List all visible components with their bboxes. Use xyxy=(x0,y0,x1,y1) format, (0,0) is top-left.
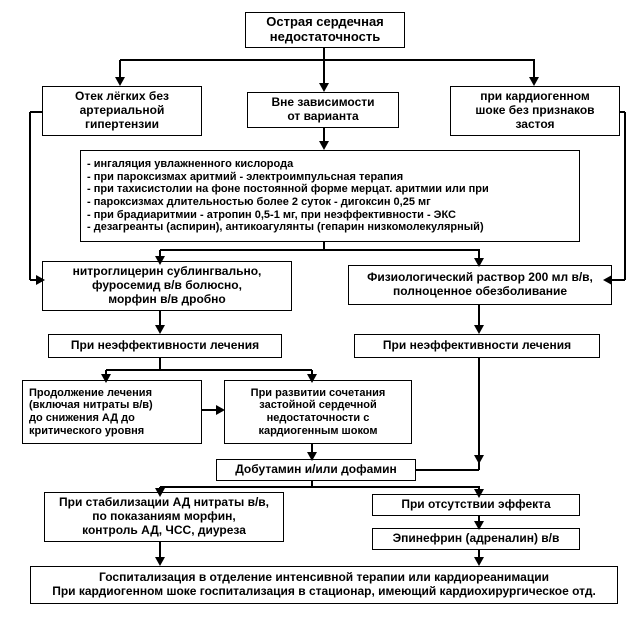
node-dobutamine: Добутамин и/или дофамин xyxy=(216,459,416,481)
node-line: по показаниям морфин, xyxy=(92,510,235,524)
node-line: от варианта xyxy=(287,110,358,124)
node-root: Острая сердечнаянедостаточность xyxy=(245,12,405,48)
node-line: шоке без признаков xyxy=(475,104,594,118)
node-line: Госпитализация в отделение интенсивной т… xyxy=(99,571,549,585)
node-line: При отсутствии эффекта xyxy=(401,498,550,512)
node-line: контроль АД, ЧСС, диуреза xyxy=(82,524,246,538)
node-line: (включая нитраты в/в) xyxy=(29,399,153,412)
node-line: нитроглицерин сублингвально, xyxy=(73,265,262,279)
node-continue_tx: Продолжение лечения(включая нитраты в/в)… xyxy=(22,380,202,444)
node-line: - пароксизмах длительностью более 2 суто… xyxy=(87,196,431,209)
node-line: морфин в/в дробно xyxy=(108,293,226,307)
node-line: застойной сердечной xyxy=(259,399,376,412)
node-epi: Эпинефрин (адреналин) в/в xyxy=(372,528,580,550)
node-line: При развитии сочетания xyxy=(251,387,386,400)
node-line: При стабилизации АД нитраты в/в, xyxy=(59,496,269,510)
node-line: критического уровня xyxy=(29,425,144,438)
node-line: - при брадиаритмии - атропин 0,5-1 мг, п… xyxy=(87,209,456,222)
node-line: артериальной xyxy=(80,104,165,118)
node-combo: При развитии сочетаниязастойной сердечно… xyxy=(224,380,412,444)
node-line: Продолжение лечения xyxy=(29,387,152,400)
node-left_tx: нитроглицерин сублингвально,фуросемид в/… xyxy=(42,261,292,311)
node-line: Добутамин и/или дофамин xyxy=(235,463,397,477)
node-line: При неэффективности лечения xyxy=(71,339,259,353)
node-variant_c: при кардиогенномшоке без признаковзастоя xyxy=(450,86,620,136)
node-line: Острая сердечная xyxy=(266,15,384,30)
node-general: - ингаляция увлажненного кислорода- при … xyxy=(80,150,580,242)
node-line: недостаточности с xyxy=(267,412,370,425)
node-line: фуросемид в/в болюсно, xyxy=(92,279,242,293)
node-right_tx: Физиологический раствор 200 мл в/в,полно… xyxy=(348,265,612,305)
node-line: Вне зависимости xyxy=(271,96,374,110)
node-variant_b: Вне зависимостиот варианта xyxy=(247,92,399,128)
node-line: до снижения АД до xyxy=(29,412,135,425)
node-line: при кардиогенном xyxy=(480,90,590,104)
node-line: Эпинефрин (адреналин) в/в xyxy=(393,532,560,546)
node-line: При кардиогенном шоке госпитализация в с… xyxy=(52,585,596,599)
node-right_fail: При неэффективности лечения xyxy=(354,334,600,358)
node-line: Физиологический раствор 200 мл в/в, xyxy=(367,271,593,285)
node-line: - при пароксизмах аритмий - электроимпул… xyxy=(87,171,403,184)
node-line: При неэффективности лечения xyxy=(383,339,571,353)
node-stabilize: При стабилизации АД нитраты в/в,по показ… xyxy=(44,492,284,542)
node-line: - дезагреанты (аспирин), антикоагулянты … xyxy=(87,221,484,234)
node-line: недостаточность xyxy=(270,30,381,45)
node-line: Отек лёгких без xyxy=(75,90,169,104)
node-line: кардиогенным шоком xyxy=(258,425,377,438)
node-line: полноценное обезболивание xyxy=(393,285,567,299)
node-line: застоя xyxy=(515,118,554,132)
node-left_fail: При неэффективности лечения xyxy=(48,334,282,358)
node-variant_a: Отек лёгких безартериальнойгипертензии xyxy=(42,86,202,136)
node-hospital: Госпитализация в отделение интенсивной т… xyxy=(30,566,618,604)
node-line: гипертензии xyxy=(85,118,159,132)
node-line: - ингаляция увлажненного кислорода xyxy=(87,158,293,171)
node-line: - при тахисистолии на фоне постоянной фо… xyxy=(87,183,489,196)
